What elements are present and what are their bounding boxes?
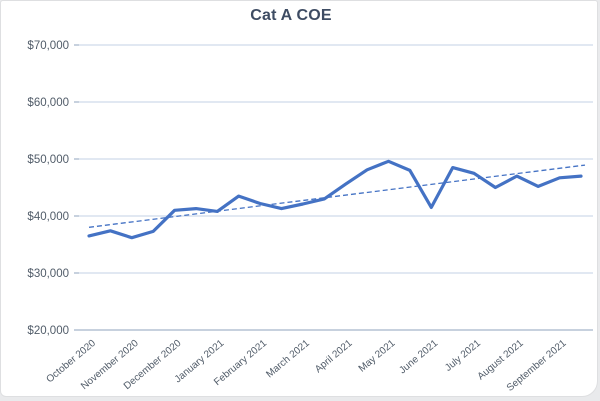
x-axis-tick-label: June 2021 — [397, 338, 440, 377]
x-axis-tick-label: April 2021 — [313, 338, 355, 376]
y-axis-tick-label: $60,000 — [27, 97, 69, 109]
chart-title: Cat A COE — [250, 7, 332, 24]
x-axis-tick-label: May 2021 — [357, 338, 398, 375]
linear-trendline — [88, 164, 586, 228]
y-axis-tick-label: $40,000 — [27, 211, 69, 223]
x-axis-tick-label: March 2021 — [264, 338, 312, 381]
y-axis-tick-label: $30,000 — [27, 268, 69, 280]
y-axis-tick-label: $70,000 — [27, 40, 69, 52]
y-axis-tick-label: $20,000 — [27, 325, 69, 337]
y-axis-tick-label: $50,000 — [27, 154, 69, 166]
x-axis-tick-label: July 2021 — [443, 338, 483, 374]
series-line — [87, 159, 583, 240]
